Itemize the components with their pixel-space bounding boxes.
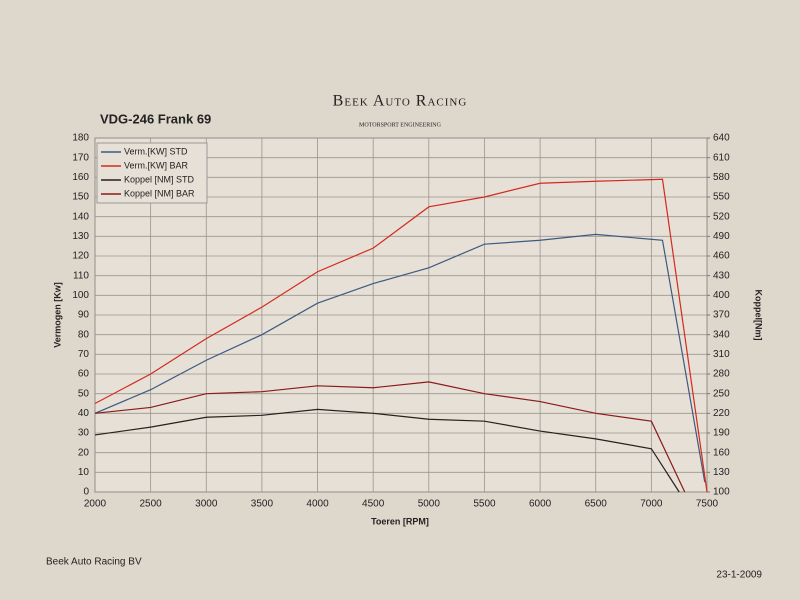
- y2-tick-label: 250: [713, 388, 730, 399]
- y-tick-label: 50: [78, 388, 90, 399]
- y-tick-label: 170: [72, 152, 89, 163]
- series-line: [94, 381, 686, 493]
- x-tick-label: 6000: [529, 499, 552, 510]
- series-line: [94, 233, 706, 483]
- x-tick-label: 5500: [473, 499, 496, 510]
- y2-tick-label: 160: [713, 447, 730, 458]
- y-tick-label: 40: [78, 408, 90, 419]
- y2-tick-label: 640: [713, 133, 730, 144]
- y-tick-label: 180: [72, 133, 89, 144]
- x-axis-label: Toeren [RPM]: [371, 516, 429, 526]
- x-tick-label: 3000: [195, 499, 218, 510]
- y2-tick-label: 130: [713, 467, 730, 478]
- y-tick-label: 160: [72, 172, 89, 183]
- y-tick-label: 90: [78, 310, 90, 321]
- y-tick-label: 150: [72, 192, 89, 203]
- y-tick-label: 140: [72, 211, 89, 222]
- x-tick-label: 6500: [585, 499, 608, 510]
- chart-title: VDG-246 Frank 69: [100, 111, 211, 126]
- y-tick-label: 70: [78, 349, 90, 360]
- y-tick-label: 30: [78, 428, 90, 439]
- y-tick-label: 100: [72, 290, 89, 301]
- x-tick-label: 2500: [140, 499, 163, 510]
- series-line: [94, 178, 708, 493]
- legend-box: [96, 142, 208, 204]
- y2-tick-label: 580: [713, 172, 730, 183]
- y2-tick-label: 490: [713, 231, 730, 242]
- x-tick-label: 4000: [306, 499, 329, 510]
- y-tick-label: 120: [72, 251, 89, 262]
- footer-left: Beek Auto Racing BV: [46, 557, 142, 568]
- y2-tick-label: 550: [713, 192, 730, 203]
- x-tick-label: 5000: [418, 499, 441, 510]
- y2-tick-label: 220: [713, 408, 730, 419]
- y-tick-label: 10: [78, 467, 90, 478]
- x-tick-label: 4500: [362, 499, 385, 510]
- y2-axis-label: Koppel[Nm]: [754, 290, 764, 341]
- x-tick-label: 2000: [84, 499, 107, 510]
- legend-label: Koppel [NM] STD: [124, 174, 195, 184]
- legend-label: Verm.[KW] BAR: [124, 160, 189, 170]
- y-tick-label: 60: [78, 369, 90, 380]
- y-tick-label: 130: [72, 231, 89, 242]
- y2-tick-label: 190: [713, 428, 730, 439]
- y2-tick-label: 460: [713, 251, 730, 262]
- y2-tick-label: 520: [713, 211, 730, 222]
- y2-tick-label: 370: [713, 310, 730, 321]
- brand-subtitle: MOTORSPORT ENGINEERING: [359, 122, 442, 128]
- y-tick-label: 0: [83, 487, 89, 498]
- brand: Beek Auto Racing: [333, 93, 468, 110]
- y2-tick-label: 610: [713, 152, 730, 163]
- y2-tick-label: 430: [713, 270, 730, 281]
- legend-label: Koppel [NM] BAR: [124, 188, 195, 198]
- y2-tick-label: 100: [713, 487, 730, 498]
- y2-tick-label: 310: [713, 349, 730, 360]
- y-axis-label: Vermogen [Kw]: [52, 282, 62, 348]
- x-tick-label: 7000: [640, 499, 663, 510]
- series-line: [94, 408, 680, 493]
- y-tick-label: 80: [78, 329, 90, 340]
- x-tick-label: 7500: [696, 499, 719, 510]
- y2-tick-label: 280: [713, 369, 730, 380]
- y2-tick-label: 400: [713, 290, 730, 301]
- y-tick-label: 20: [78, 447, 90, 458]
- x-tick-label: 3500: [251, 499, 274, 510]
- footer-right: 23-1-2009: [716, 570, 762, 581]
- y2-tick-label: 340: [713, 329, 730, 340]
- legend-label: Verm.[KW] STD: [124, 146, 188, 156]
- y-tick-label: 110: [73, 270, 89, 281]
